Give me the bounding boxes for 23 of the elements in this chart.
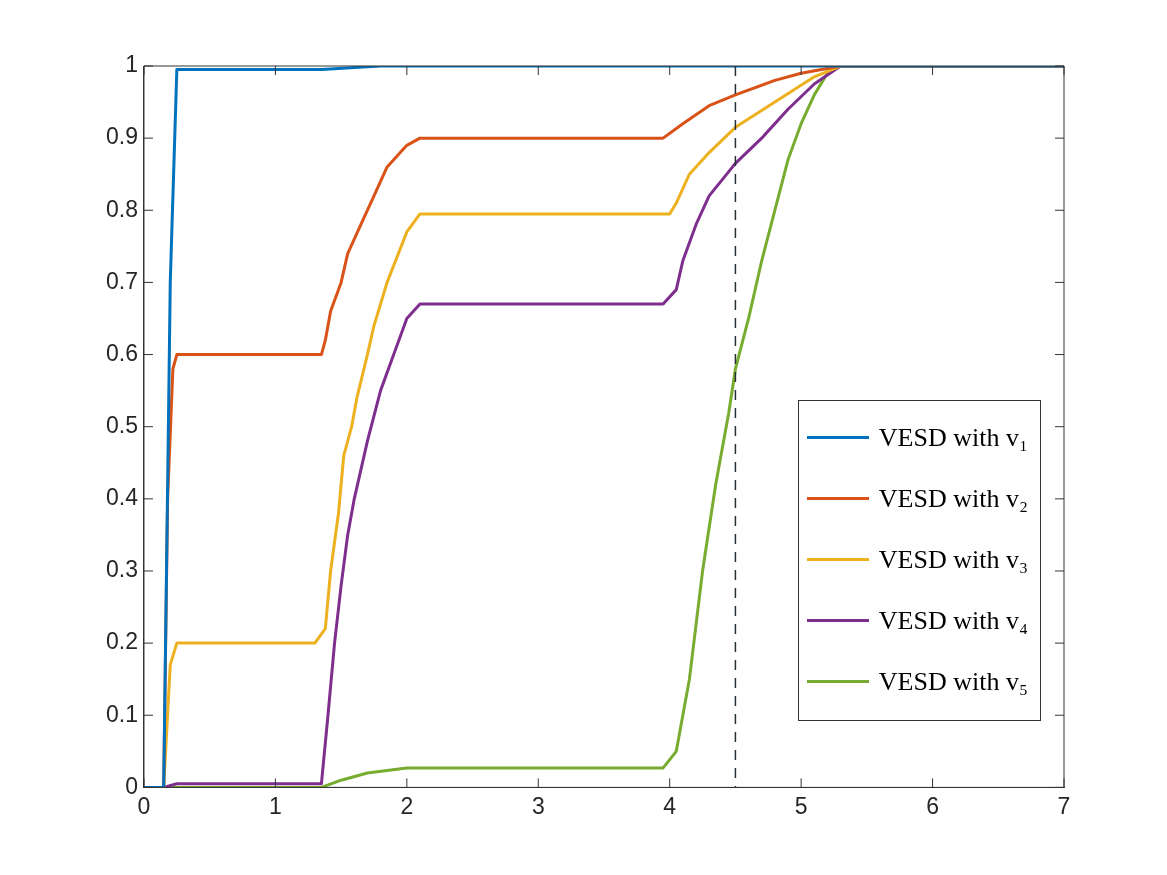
legend-label: VESD with v₂ <box>878 483 1028 514</box>
x-tick-label: 7 <box>1057 792 1071 819</box>
x-tick-label: 3 <box>531 792 545 819</box>
y-tick-label: 0.2 <box>105 628 138 655</box>
legend-label: VESD with v₄ <box>878 605 1028 636</box>
y-tick-label: 0.3 <box>105 556 138 583</box>
y-tick-label: 0.1 <box>105 700 138 727</box>
y-tick-label: 0.5 <box>105 412 138 439</box>
y-tick-label: 0 <box>125 772 138 799</box>
x-tick-label: 1 <box>269 792 282 819</box>
legend-label: VESD with v₅ <box>878 666 1028 697</box>
legend-label: VESD with v₁ <box>878 422 1028 453</box>
y-tick-label: 0.6 <box>105 339 138 366</box>
x-tick-label: 4 <box>663 792 677 819</box>
y-tick-label: 1 <box>125 51 138 78</box>
y-tick-label: 0.8 <box>105 195 138 222</box>
y-tick-label: 0.4 <box>105 484 139 511</box>
y-tick-label: 0.7 <box>105 267 138 294</box>
y-tick-label: 0.9 <box>105 123 138 150</box>
x-tick-label: 6 <box>926 792 939 819</box>
x-tick-label: 2 <box>400 792 414 819</box>
x-tick-label: 5 <box>794 792 808 819</box>
legend-label: VESD with v₃ <box>878 544 1028 575</box>
